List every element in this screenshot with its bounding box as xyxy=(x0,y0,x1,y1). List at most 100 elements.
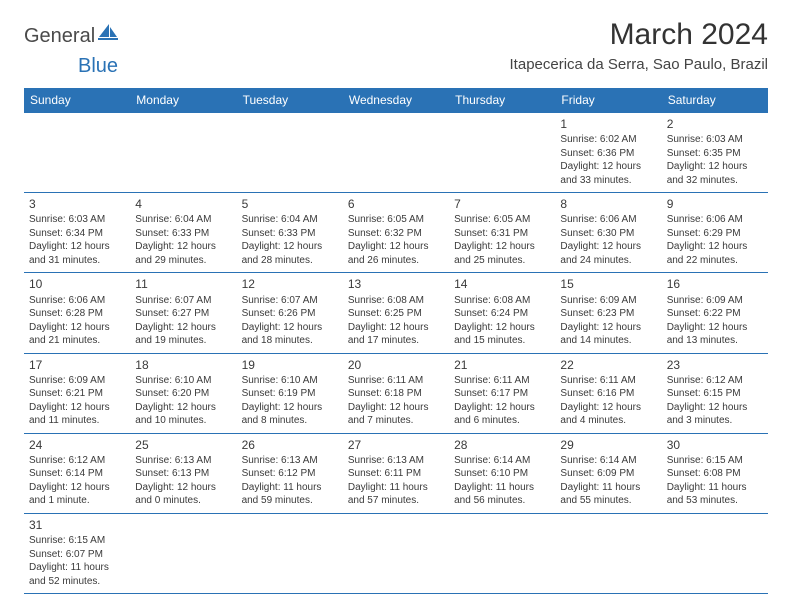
sunrise-text: Sunrise: 6:11 AM xyxy=(454,374,550,388)
calendar-cell: 15Sunrise: 6:09 AMSunset: 6:23 PMDayligh… xyxy=(555,273,661,353)
day-number: 2 xyxy=(667,116,763,132)
calendar-cell: 19Sunrise: 6:10 AMSunset: 6:19 PMDayligh… xyxy=(237,353,343,433)
calendar-cell: 5Sunrise: 6:04 AMSunset: 6:33 PMDaylight… xyxy=(237,193,343,273)
daylight-text: Daylight: 12 hours and 8 minutes. xyxy=(242,401,338,428)
sunset-text: Sunset: 6:19 PM xyxy=(242,387,338,401)
calendar-cell: 31Sunrise: 6:15 AMSunset: 6:07 PMDayligh… xyxy=(24,513,130,593)
day-number: 23 xyxy=(667,357,763,373)
daylight-text: Daylight: 12 hours and 21 minutes. xyxy=(29,321,125,348)
calendar-row: 17Sunrise: 6:09 AMSunset: 6:21 PMDayligh… xyxy=(24,353,768,433)
sunset-text: Sunset: 6:33 PM xyxy=(135,227,231,241)
sunrise-text: Sunrise: 6:10 AM xyxy=(135,374,231,388)
calendar-cell: 9Sunrise: 6:06 AMSunset: 6:29 PMDaylight… xyxy=(662,193,768,273)
sunrise-text: Sunrise: 6:06 AM xyxy=(29,294,125,308)
sunrise-text: Sunrise: 6:08 AM xyxy=(348,294,444,308)
day-number: 21 xyxy=(454,357,550,373)
sunset-text: Sunset: 6:09 PM xyxy=(560,467,656,481)
day-number: 26 xyxy=(242,437,338,453)
day-number: 15 xyxy=(560,276,656,292)
calendar-cell: 27Sunrise: 6:13 AMSunset: 6:11 PMDayligh… xyxy=(343,433,449,513)
calendar-row: 24Sunrise: 6:12 AMSunset: 6:14 PMDayligh… xyxy=(24,433,768,513)
sunset-text: Sunset: 6:11 PM xyxy=(348,467,444,481)
day-number: 5 xyxy=(242,196,338,212)
daylight-text: Daylight: 12 hours and 26 minutes. xyxy=(348,240,444,267)
daylight-text: Daylight: 12 hours and 1 minute. xyxy=(29,481,125,508)
daylight-text: Daylight: 12 hours and 24 minutes. xyxy=(560,240,656,267)
daylight-text: Daylight: 11 hours and 52 minutes. xyxy=(29,561,125,588)
daylight-text: Daylight: 11 hours and 55 minutes. xyxy=(560,481,656,508)
day-number: 24 xyxy=(29,437,125,453)
day-number: 12 xyxy=(242,276,338,292)
calendar-cell: 28Sunrise: 6:14 AMSunset: 6:10 PMDayligh… xyxy=(449,433,555,513)
day-number: 8 xyxy=(560,196,656,212)
daylight-text: Daylight: 12 hours and 17 minutes. xyxy=(348,321,444,348)
sunset-text: Sunset: 6:29 PM xyxy=(667,227,763,241)
calendar-cell: 25Sunrise: 6:13 AMSunset: 6:13 PMDayligh… xyxy=(130,433,236,513)
month-title: March 2024 xyxy=(510,18,768,52)
sunset-text: Sunset: 6:18 PM xyxy=(348,387,444,401)
calendar-cell: 29Sunrise: 6:14 AMSunset: 6:09 PMDayligh… xyxy=(555,433,661,513)
calendar-row: 1Sunrise: 6:02 AMSunset: 6:36 PMDaylight… xyxy=(24,113,768,193)
daylight-text: Daylight: 12 hours and 19 minutes. xyxy=(135,321,231,348)
daylight-text: Daylight: 12 hours and 15 minutes. xyxy=(454,321,550,348)
sunset-text: Sunset: 6:36 PM xyxy=(560,147,656,161)
calendar-cell: 20Sunrise: 6:11 AMSunset: 6:18 PMDayligh… xyxy=(343,353,449,433)
calendar-cell: 26Sunrise: 6:13 AMSunset: 6:12 PMDayligh… xyxy=(237,433,343,513)
day-number: 7 xyxy=(454,196,550,212)
calendar-cell: 2Sunrise: 6:03 AMSunset: 6:35 PMDaylight… xyxy=(662,113,768,193)
day-number: 28 xyxy=(454,437,550,453)
day-number: 20 xyxy=(348,357,444,373)
calendar-cell xyxy=(449,113,555,193)
sunrise-text: Sunrise: 6:04 AM xyxy=(242,213,338,227)
daylight-text: Daylight: 11 hours and 56 minutes. xyxy=(454,481,550,508)
sunrise-text: Sunrise: 6:12 AM xyxy=(667,374,763,388)
logo-text-general: General xyxy=(24,25,95,48)
calendar-cell: 7Sunrise: 6:05 AMSunset: 6:31 PMDaylight… xyxy=(449,193,555,273)
sunset-text: Sunset: 6:08 PM xyxy=(667,467,763,481)
sunrise-text: Sunrise: 6:10 AM xyxy=(242,374,338,388)
sunrise-text: Sunrise: 6:13 AM xyxy=(135,454,231,468)
sunset-text: Sunset: 6:32 PM xyxy=(348,227,444,241)
calendar-cell xyxy=(24,113,130,193)
daylight-text: Daylight: 12 hours and 3 minutes. xyxy=(667,401,763,428)
daylight-text: Daylight: 12 hours and 28 minutes. xyxy=(242,240,338,267)
weekday-header: Friday xyxy=(555,88,661,113)
calendar-cell: 17Sunrise: 6:09 AMSunset: 6:21 PMDayligh… xyxy=(24,353,130,433)
day-number: 9 xyxy=(667,196,763,212)
sunrise-text: Sunrise: 6:09 AM xyxy=(667,294,763,308)
day-number: 22 xyxy=(560,357,656,373)
day-number: 16 xyxy=(667,276,763,292)
calendar-cell: 18Sunrise: 6:10 AMSunset: 6:20 PMDayligh… xyxy=(130,353,236,433)
day-number: 4 xyxy=(135,196,231,212)
sunrise-text: Sunrise: 6:11 AM xyxy=(560,374,656,388)
sunset-text: Sunset: 6:26 PM xyxy=(242,307,338,321)
weekday-header: Thursday xyxy=(449,88,555,113)
sunset-text: Sunset: 6:10 PM xyxy=(454,467,550,481)
daylight-text: Daylight: 12 hours and 14 minutes. xyxy=(560,321,656,348)
daylight-text: Daylight: 12 hours and 13 minutes. xyxy=(667,321,763,348)
calendar-cell: 13Sunrise: 6:08 AMSunset: 6:25 PMDayligh… xyxy=(343,273,449,353)
day-number: 6 xyxy=(348,196,444,212)
logo: General xyxy=(24,24,119,48)
calendar-row: 3Sunrise: 6:03 AMSunset: 6:34 PMDaylight… xyxy=(24,193,768,273)
sunset-text: Sunset: 6:24 PM xyxy=(454,307,550,321)
daylight-text: Daylight: 12 hours and 6 minutes. xyxy=(454,401,550,428)
sunrise-text: Sunrise: 6:09 AM xyxy=(29,374,125,388)
sunrise-text: Sunrise: 6:14 AM xyxy=(454,454,550,468)
calendar-cell: 24Sunrise: 6:12 AMSunset: 6:14 PMDayligh… xyxy=(24,433,130,513)
calendar-cell xyxy=(662,513,768,593)
day-number: 11 xyxy=(135,276,231,292)
daylight-text: Daylight: 12 hours and 31 minutes. xyxy=(29,240,125,267)
calendar-table: SundayMondayTuesdayWednesdayThursdayFrid… xyxy=(24,88,768,594)
sunrise-text: Sunrise: 6:07 AM xyxy=(242,294,338,308)
calendar-cell: 10Sunrise: 6:06 AMSunset: 6:28 PMDayligh… xyxy=(24,273,130,353)
calendar-row: 31Sunrise: 6:15 AMSunset: 6:07 PMDayligh… xyxy=(24,513,768,593)
calendar-row: 10Sunrise: 6:06 AMSunset: 6:28 PMDayligh… xyxy=(24,273,768,353)
daylight-text: Daylight: 12 hours and 4 minutes. xyxy=(560,401,656,428)
daylight-text: Daylight: 12 hours and 22 minutes. xyxy=(667,240,763,267)
sunset-text: Sunset: 6:12 PM xyxy=(242,467,338,481)
day-number: 1 xyxy=(560,116,656,132)
sunset-text: Sunset: 6:07 PM xyxy=(29,548,125,562)
sunrise-text: Sunrise: 6:08 AM xyxy=(454,294,550,308)
daylight-text: Daylight: 12 hours and 33 minutes. xyxy=(560,160,656,187)
